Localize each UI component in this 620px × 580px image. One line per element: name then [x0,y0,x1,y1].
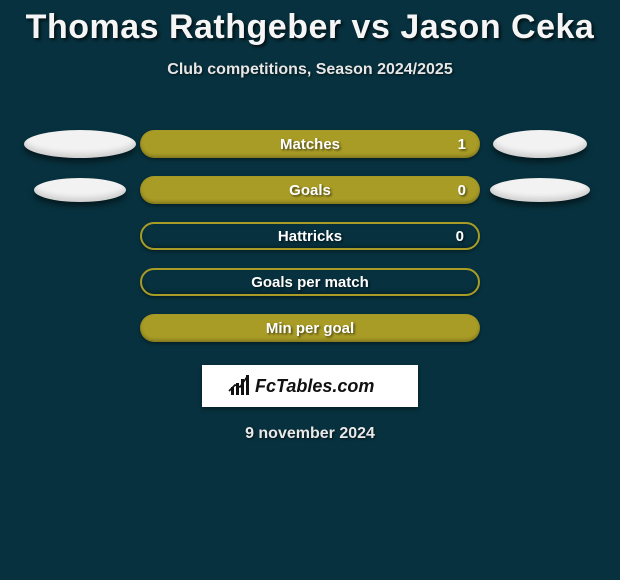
stat-label: Hattricks [278,228,342,245]
player1-ellipse [34,178,126,202]
fctables-logo-icon: FcTables.com [225,371,395,401]
stat-value: 0 [458,182,466,199]
fctables-logo-text: FcTables.com [255,376,374,396]
stat-value: 1 [458,136,466,153]
stat-row: Matches 1 [0,121,620,167]
stat-bar: Hattricks 0 [140,222,480,250]
stat-row: Goals per match [0,259,620,305]
footer-date: 9 november 2024 [0,425,620,443]
player2-ellipse [490,178,590,202]
stat-label: Min per goal [266,320,354,337]
stat-bar: Goals per match [140,268,480,296]
player2-ellipse [493,130,587,158]
comparison-infographic: Thomas Rathgeber vs Jason Ceka Club comp… [0,0,620,580]
left-side [20,130,140,158]
page-title: Thomas Rathgeber vs Jason Ceka [0,0,620,47]
stat-bar: Matches 1 [140,130,480,158]
stat-label: Goals per match [251,274,369,291]
right-side [480,178,600,202]
stat-row: Goals 0 [0,167,620,213]
stat-label: Goals [289,182,331,199]
stat-row: Hattricks 0 [0,213,620,259]
right-side [480,130,600,158]
stat-row: Min per goal [0,305,620,351]
stat-label: Matches [280,136,340,153]
stat-value: 0 [456,228,464,245]
fctables-logo: FcTables.com [202,365,418,407]
stat-bar: Goals 0 [140,176,480,204]
stat-bar: Min per goal [140,314,480,342]
stat-rows: Matches 1 Goals 0 Hattricks 0 Goals per match M… [0,121,620,351]
left-side [20,178,140,202]
player1-ellipse [24,130,136,158]
page-subtitle: Club competitions, Season 2024/2025 [0,61,620,79]
